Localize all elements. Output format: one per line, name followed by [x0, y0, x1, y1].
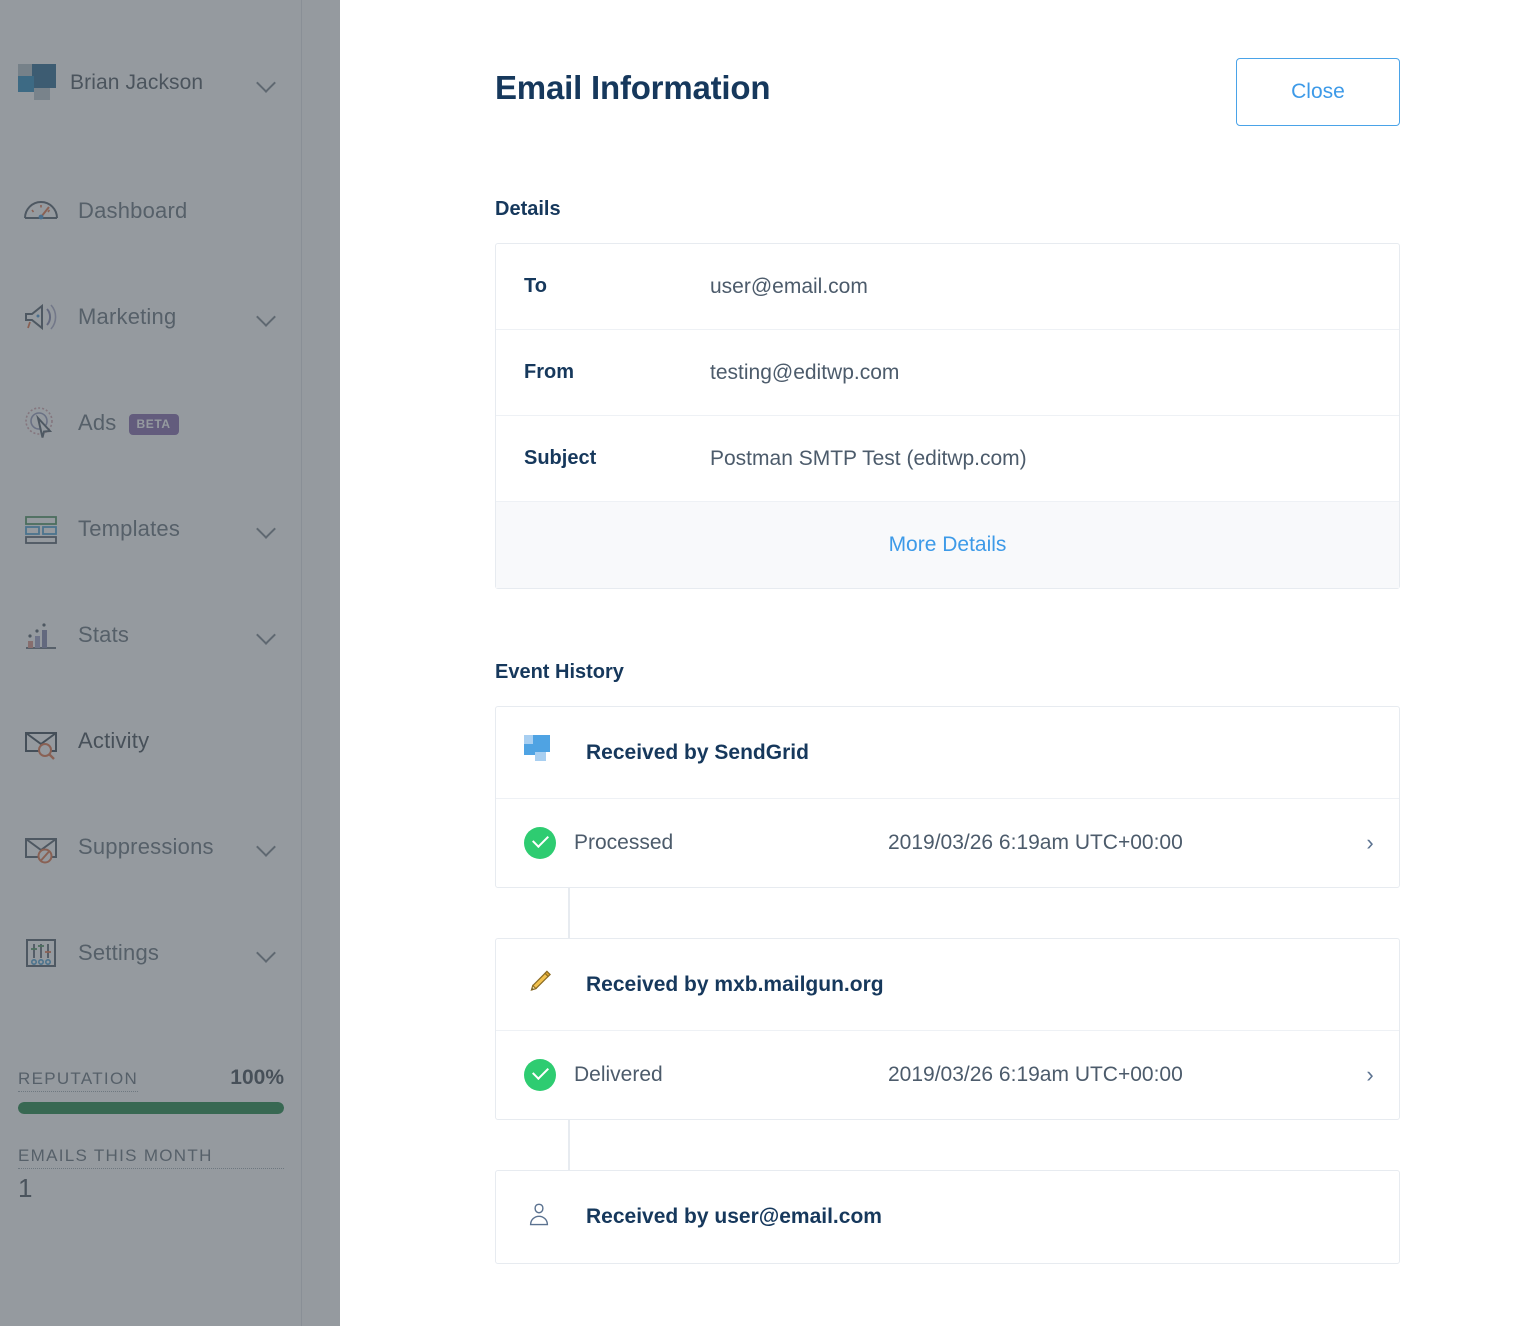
page-title: Email Information: [495, 69, 771, 106]
sidebar-nav: Dashboard Marketing Ads BETA: [0, 180, 301, 984]
check-circle-icon: [524, 1059, 556, 1091]
event-status: Processed: [574, 831, 674, 854]
sendgrid-logo-icon: [18, 64, 56, 102]
detail-value: user@email.com: [710, 274, 868, 298]
emails-this-month-block: EMAILS THIS MONTH 1: [18, 1146, 284, 1204]
sidebar-item-activity[interactable]: Activity: [0, 710, 301, 772]
sidebar-item-templates[interactable]: Templates: [0, 498, 301, 560]
list-item[interactable]: Delivered 2019/03/26 6:19am UTC+00:00 ›: [496, 1031, 1399, 1119]
pencil-icon: [524, 967, 568, 1003]
account-switcher[interactable]: Brian Jackson: [0, 60, 301, 106]
reputation-block: REPUTATION 100%: [18, 1066, 284, 1114]
sidebar-item-dashboard[interactable]: Dashboard: [0, 180, 301, 242]
sidebar: Brian Jackson Dashboard Marketing: [0, 0, 302, 1326]
chevron-right-icon[interactable]: ›: [1366, 830, 1374, 855]
event-group-sendgrid: Received by SendGrid Processed 2019/03/2…: [495, 706, 1400, 888]
reputation-label: REPUTATION: [18, 1069, 139, 1092]
table-row: From testing@editwp.com: [496, 330, 1399, 416]
envelope-search-icon: [20, 720, 62, 762]
detail-key: Subject: [524, 447, 597, 469]
event-group-title: Received by SendGrid: [586, 740, 809, 764]
sidebar-item-label: Activity: [78, 728, 150, 753]
event-group-header: Received by SendGrid: [496, 707, 1399, 799]
more-details-row: More Details: [496, 502, 1399, 588]
chevron-down-icon: [256, 73, 276, 93]
emails-this-month-label: EMAILS THIS MONTH: [18, 1146, 284, 1169]
more-details-link[interactable]: More Details: [888, 533, 1007, 556]
event-group-header: Received by mxb.mailgun.org: [496, 939, 1399, 1031]
sidebar-item-label: Suppressions: [78, 834, 214, 859]
chevron-down-icon: [256, 307, 276, 327]
layout-blocks-icon: [20, 508, 62, 550]
close-button[interactable]: Close: [1236, 58, 1400, 126]
reputation-progress-fill: [18, 1102, 284, 1114]
event-history-section-title: Event History: [495, 661, 624, 683]
beta-badge: BETA: [128, 413, 179, 435]
details-card: To user@email.com From testing@editwp.co…: [495, 243, 1400, 589]
chevron-right-icon[interactable]: ›: [1366, 1062, 1374, 1087]
sidebar-item-label: Ads BETA: [78, 410, 283, 436]
event-group-title: Received by mxb.mailgun.org: [586, 972, 884, 996]
emails-this-month-value: 1: [18, 1173, 33, 1203]
event-group-recipient: Received by user@email.com: [495, 1170, 1400, 1264]
detail-key: From: [524, 361, 574, 383]
timeline-connector-1: [495, 888, 1400, 938]
account-name: Brian Jackson: [70, 71, 204, 94]
reputation-value: 100%: [230, 1066, 284, 1089]
bar-chart-icon: [20, 614, 62, 656]
reputation-progress-bar: [18, 1102, 284, 1114]
sidebar-item-label: Settings: [78, 940, 160, 965]
sidebar-item-label: Dashboard: [78, 198, 188, 223]
cursor-target-icon: [20, 402, 62, 444]
detail-value: Postman SMTP Test (editwp.com): [710, 446, 1027, 470]
sidebar-item-ads[interactable]: Ads BETA: [0, 392, 301, 454]
sidebar-item-marketing[interactable]: Marketing: [0, 286, 301, 348]
panel-header: Email Information Close: [495, 58, 1400, 126]
chevron-down-icon: [256, 837, 276, 857]
sidebar-item-stats[interactable]: Stats: [0, 604, 301, 666]
sidebar-item-label: Templates: [78, 516, 181, 541]
check-circle-icon: [524, 827, 556, 859]
timeline-connector-2: [495, 1120, 1400, 1170]
email-information-panel: Email Information Close Details To user@…: [340, 0, 1517, 1326]
details-section-title: Details: [495, 198, 561, 220]
detail-key: To: [524, 275, 547, 297]
event-group-mailgun: Received by mxb.mailgun.org Delivered 20…: [495, 938, 1400, 1120]
chevron-down-icon: [256, 943, 276, 963]
sliders-icon: [20, 932, 62, 974]
megaphone-icon: [20, 296, 62, 338]
gauge-icon: [20, 190, 62, 232]
event-group-header: Received by user@email.com: [496, 1171, 1399, 1263]
sidebar-item-settings[interactable]: Settings: [0, 922, 301, 984]
event-timeline: Received by SendGrid Processed 2019/03/2…: [495, 706, 1400, 1264]
sidebar-item-label: Marketing: [78, 304, 177, 329]
sendgrid-logo-icon: [524, 734, 568, 771]
sidebar-item-suppressions[interactable]: Suppressions: [0, 816, 301, 878]
envelope-blocked-icon: [20, 826, 62, 868]
sidebar-stats: REPUTATION 100% EMAILS THIS MONTH 1: [0, 1066, 302, 1204]
event-timestamp: 2019/03/26 6:19am UTC+00:00: [888, 1063, 1183, 1086]
table-row: To user@email.com: [496, 244, 1399, 330]
chevron-down-icon: [256, 625, 276, 645]
event-status: Delivered: [574, 1063, 663, 1086]
event-group-title: Received by user@email.com: [586, 1205, 882, 1228]
table-row: Subject Postman SMTP Test (editwp.com): [496, 416, 1399, 502]
event-timestamp: 2019/03/26 6:19am UTC+00:00: [888, 831, 1183, 854]
sidebar-item-label: Stats: [78, 622, 130, 647]
chevron-down-icon: [256, 519, 276, 539]
ads-text: Ads: [78, 410, 117, 435]
detail-value: testing@editwp.com: [710, 360, 900, 384]
person-icon: [524, 1199, 568, 1235]
list-item[interactable]: Processed 2019/03/26 6:19am UTC+00:00 ›: [496, 799, 1399, 887]
